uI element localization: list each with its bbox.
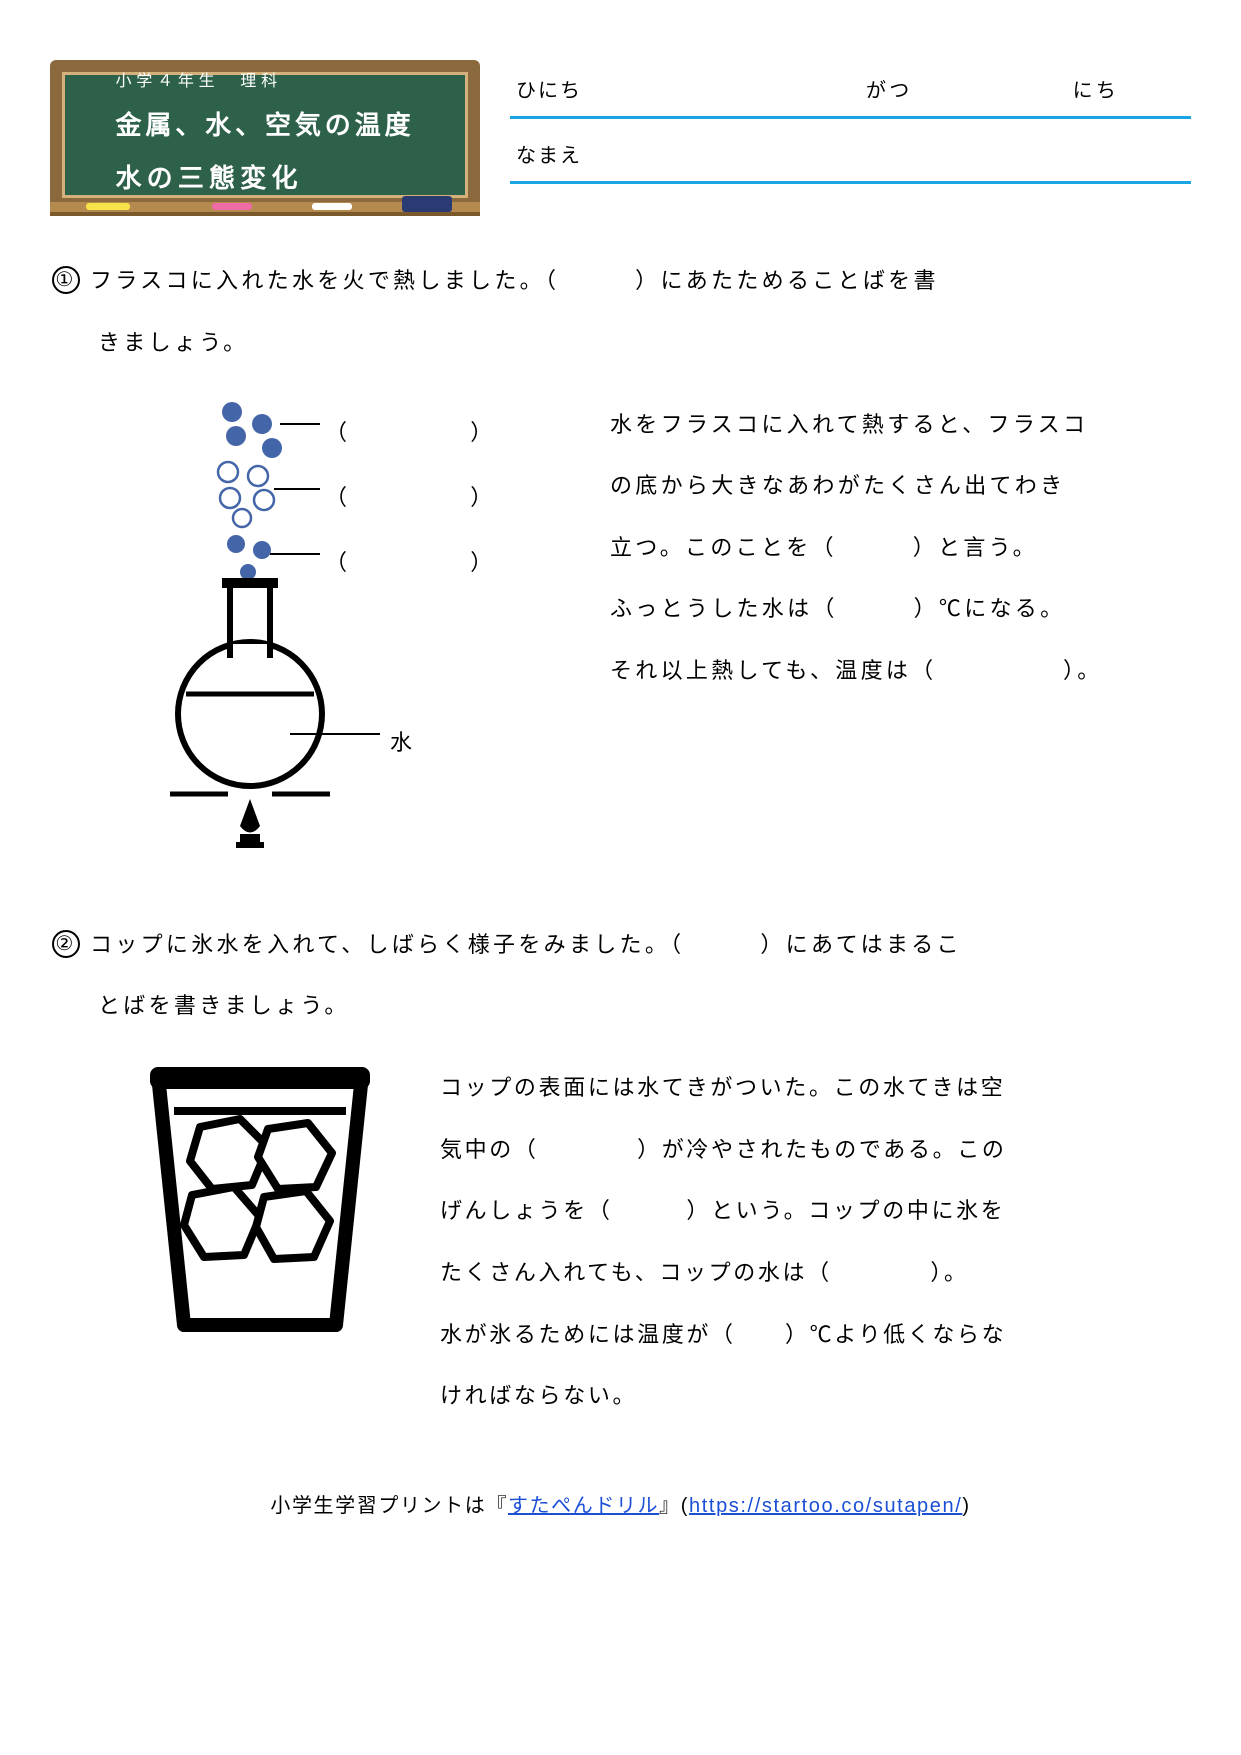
q1-flask-diagram: （ ） （ ） （ ） 水	[170, 394, 610, 874]
board-title-1: 金属、水、空気の温度	[115, 101, 414, 150]
month-label: がつ	[866, 72, 913, 110]
footer-credit: 小学生学習プリントは『すたぺんドリル』(https://startoo.co/s…	[50, 1487, 1191, 1525]
q1-number: ①	[52, 266, 80, 294]
cup-svg	[140, 1057, 380, 1347]
q1-water-label: 水	[390, 722, 414, 764]
q2-desc-4: たくさん入れても、コップの水は（ ）。	[440, 1242, 1191, 1304]
q2-body: コップの表面には水てきがついた。この水てきは空 気中の（ ）が冷やされたものであ…	[50, 1057, 1191, 1427]
blackboard-text-group: 小学４年生 理科 金属、水、空気の温度 水の三態変化	[115, 67, 414, 203]
blackboard-title: 小学４年生 理科 金属、水、空気の温度 水の三態変化	[50, 60, 480, 210]
q1-prompt: ① フラスコに入れた水を火で熱しました。（ ）にあたためることばを書 きましょう。	[50, 260, 1191, 364]
q2-desc-6: ければならない。	[440, 1365, 1191, 1427]
chalk-yellow	[86, 203, 130, 210]
worksheet-header: 小学４年生 理科 金属、水、空気の温度 水の三態変化 ひにち がつ にち なまえ	[50, 60, 1191, 210]
q2-prompt-line2: とばを書きましょう。	[52, 985, 1191, 1027]
q2-cup-diagram	[110, 1057, 410, 1427]
q1-desc-4: ふっとうした水は（ ）℃になる。	[610, 578, 1191, 640]
footer-link-url[interactable]: https://startoo.co/sutapen/	[689, 1495, 962, 1517]
q2-prompt-line1: コップに氷水を入れて、しばらく様子をみました。（ ）にあてはまるこ	[90, 932, 962, 957]
eraser	[402, 196, 452, 212]
q2-desc-2: 気中の（ ）が冷やされたものである。この	[440, 1119, 1191, 1181]
q2-prompt: ② コップに氷水を入れて、しばらく様子をみました。（ ）にあてはまるこ とばを書き…	[50, 924, 1191, 1028]
day-label: にち	[1073, 72, 1120, 110]
q1-desc-1: 水をフラスコに入れて熱すると、フラスコ	[610, 394, 1191, 456]
date-label: ひにち	[516, 72, 596, 110]
flask-svg	[170, 394, 610, 874]
name-date-block: ひにち がつ にち なまえ	[510, 60, 1191, 196]
q1-desc-3: 立つ。このことを（ ）と言う。	[610, 517, 1191, 579]
footer-prefix: 小学生学習プリントは『	[270, 1495, 508, 1517]
q1-description: 水をフラスコに入れて熱すると、フラスコ の底から大きなあわがたくさん出てわき 立…	[610, 394, 1191, 874]
q1-blank-label-2: （ ）	[325, 477, 494, 519]
name-label: なまえ	[516, 137, 596, 175]
chalk-pink	[212, 203, 252, 210]
footer-suffix2: )	[962, 1495, 970, 1517]
q1-prompt-line1: フラスコに入れた水を火で熱しました。（ ）にあたためることばを書	[90, 268, 939, 293]
q1-prompt-line2: きましょう。	[52, 322, 1191, 364]
q1-blank-label-3: （ ）	[325, 542, 494, 584]
footer-suffix1: 』(	[659, 1495, 689, 1517]
footer-link-sutapen[interactable]: すたぺんドリル	[508, 1495, 659, 1517]
q1-desc-2: の底から大きなあわがたくさん出てわき	[610, 455, 1191, 517]
q1-body: （ ） （ ） （ ） 水 水をフラスコに入れて熱すると、フラスコ の底から大き…	[50, 394, 1191, 874]
q1-blank-label-1: （ ）	[325, 412, 494, 454]
name-line: なまえ	[510, 131, 1191, 184]
grade-subject: 小学４年生 理科	[115, 67, 414, 97]
question-2: ② コップに氷水を入れて、しばらく様子をみました。（ ）にあてはまるこ とばを書き…	[50, 924, 1191, 1427]
q2-desc-5: 水が氷るためには温度が（ ）℃より低くならな	[440, 1304, 1191, 1366]
q1-desc-5: それ以上熱しても、温度は（ ）。	[610, 640, 1191, 702]
chalk-white	[312, 203, 352, 210]
date-line: ひにち がつ にち	[510, 66, 1191, 119]
q2-desc-1: コップの表面には水てきがついた。この水てきは空	[440, 1057, 1191, 1119]
q2-description: コップの表面には水てきがついた。この水てきは空 気中の（ ）が冷やされたものであ…	[440, 1057, 1191, 1427]
board-title-2: 水の三態変化	[115, 154, 414, 203]
q2-desc-3: げんしょうを（ ）という。コップの中に氷を	[440, 1180, 1191, 1242]
q2-number: ②	[52, 930, 80, 958]
question-1: ① フラスコに入れた水を火で熱しました。（ ）にあたためることばを書 きましょう。	[50, 260, 1191, 874]
